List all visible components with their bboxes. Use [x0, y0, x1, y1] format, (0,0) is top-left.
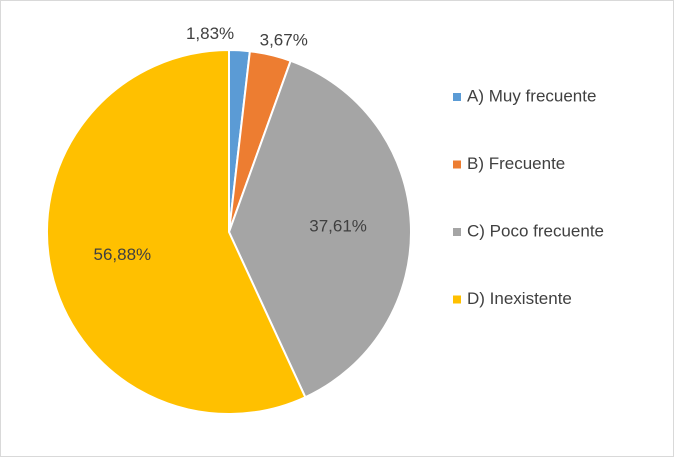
legend-swatch [453, 160, 461, 169]
pie-slice [227, 59, 412, 399]
legend-swatch [453, 93, 461, 101]
data-label: 3,67% [260, 31, 308, 50]
legend-label: D) Inexistente [467, 289, 572, 308]
legend-label: B) Frecuente [467, 154, 565, 173]
data-label: 1,83% [186, 24, 234, 43]
data-label: 56,88% [94, 245, 152, 264]
legend-swatch [453, 228, 461, 236]
data-label: 37,61% [309, 217, 367, 236]
pie-slice [46, 48, 307, 415]
legend-label: C) Poco frecuente [467, 221, 604, 240]
legend-label: A) Muy frecuente [467, 86, 596, 105]
legend-swatch [453, 295, 461, 304]
